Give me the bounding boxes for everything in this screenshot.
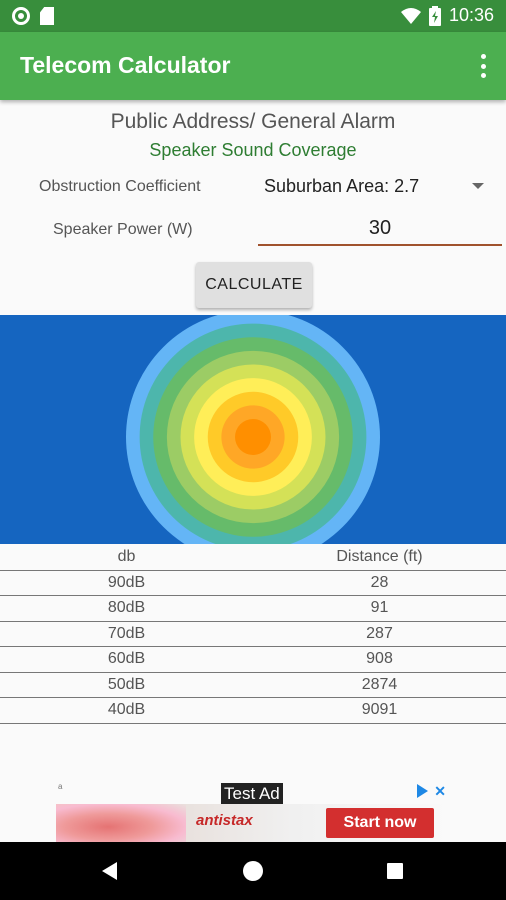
ad-label: Test Ad bbox=[221, 783, 283, 805]
ad-cta-button[interactable]: Start now bbox=[326, 808, 434, 838]
coverage-visual bbox=[0, 315, 506, 544]
cell-db: 50dB bbox=[107, 675, 146, 693]
more-vertical-icon[interactable] bbox=[480, 54, 486, 78]
power-input[interactable] bbox=[258, 212, 502, 246]
nav-bar bbox=[0, 842, 506, 900]
obstruction-select[interactable]: Suburban Area: 2.7 bbox=[260, 172, 492, 202]
back-icon[interactable] bbox=[102, 862, 117, 880]
table-row: 40dB 9091 bbox=[0, 698, 506, 724]
battery-icon bbox=[428, 5, 441, 26]
cell-distance: 287 bbox=[366, 624, 393, 642]
ad-image bbox=[56, 804, 186, 842]
recent-apps-icon[interactable] bbox=[387, 863, 403, 879]
obstruction-label: Obstruction Coefficient bbox=[39, 178, 201, 195]
home-icon[interactable] bbox=[243, 861, 263, 881]
obstruction-selected-value: Suburban Area: 2.7 bbox=[264, 176, 420, 196]
cell-db: 70dB bbox=[107, 624, 146, 642]
ad-choices-icon[interactable] bbox=[417, 784, 429, 798]
table-row: 90dB 28 bbox=[0, 571, 506, 596]
header-distance: Distance (ft) bbox=[336, 548, 423, 566]
table-row: 80dB 91 bbox=[0, 596, 506, 622]
coverage-rings bbox=[126, 315, 380, 544]
header-db: db bbox=[117, 548, 136, 566]
notification-dot-icon bbox=[12, 7, 30, 25]
power-label: Speaker Power (W) bbox=[53, 221, 193, 238]
sd-card-icon bbox=[40, 7, 54, 25]
cell-distance: 2874 bbox=[361, 675, 398, 693]
cell-db: 90dB bbox=[107, 573, 146, 591]
wifi-icon bbox=[400, 7, 421, 24]
ad-marker: a bbox=[58, 782, 63, 791]
ad-banner[interactable]: antistax Start now bbox=[56, 804, 450, 842]
status-bar: 10:36 bbox=[0, 0, 506, 32]
cell-distance: 908 bbox=[366, 650, 393, 668]
cell-db: 60dB bbox=[107, 650, 146, 668]
app-title: Telecom Calculator bbox=[20, 52, 231, 78]
ad-choices[interactable]: ✕ bbox=[417, 784, 446, 798]
table-row: 60dB 908 bbox=[0, 647, 506, 673]
cell-distance: 28 bbox=[370, 573, 389, 591]
ad-area[interactable]: a Test Ad ✕ antistax Start now bbox=[0, 780, 506, 842]
close-icon[interactable]: ✕ bbox=[434, 783, 446, 799]
table-row: 70dB 287 bbox=[0, 622, 506, 647]
cell-db: 80dB bbox=[107, 599, 146, 617]
cell-distance: 9091 bbox=[361, 701, 398, 719]
chevron-down-icon bbox=[472, 183, 484, 189]
results-table: db Distance (ft) 90dB 28 80dB 91 70dB 287 60dB… bbox=[0, 545, 506, 724]
app-bar: Telecom Calculator bbox=[0, 32, 506, 100]
coverage-ring bbox=[235, 419, 271, 455]
status-time: 10:36 bbox=[448, 5, 494, 25]
ad-brand: antistax bbox=[196, 812, 253, 829]
table-header: db Distance (ft) bbox=[0, 545, 506, 571]
calculate-button[interactable]: CALCULATE bbox=[196, 262, 312, 308]
page-subtitle: Speaker Sound Coverage bbox=[149, 140, 357, 160]
cell-distance: 91 bbox=[370, 599, 389, 617]
table-row: 50dB 2874 bbox=[0, 673, 506, 698]
cell-db: 40dB bbox=[107, 701, 146, 719]
page-title: Public Address/ General Alarm bbox=[110, 110, 396, 133]
